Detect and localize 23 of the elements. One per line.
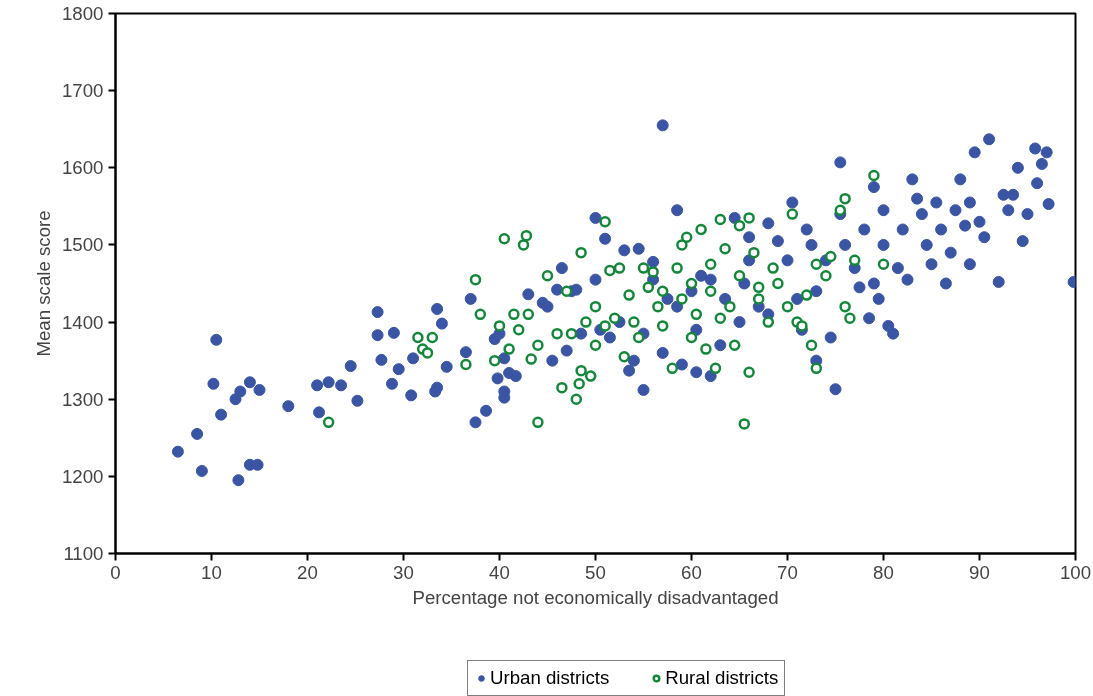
x-axis-title: Percentage not economically disadvantaged (412, 586, 779, 608)
y-axis-title: Mean scale score (33, 210, 54, 357)
y-tick-label: 1600 (62, 157, 104, 179)
x-tick-label: 30 (393, 561, 414, 583)
y-tick-label: 1200 (62, 465, 104, 487)
x-tick-label: 10 (201, 561, 222, 583)
y-tick-label: 1100 (63, 543, 104, 564)
x-tick-label: 0 (110, 561, 121, 583)
y-tick-label: 1300 (62, 388, 104, 410)
y-tick-label: 1800 (62, 3, 104, 24)
legend-label: Rural districts (665, 667, 779, 689)
x-tick-label: 100 (1059, 561, 1092, 583)
x-tick-label: 80 (873, 561, 894, 583)
x-tick-label: 70 (777, 561, 798, 583)
x-tick-label: 40 (489, 561, 510, 583)
y-tick-label: 1500 (62, 234, 104, 256)
x-tick-label: 20 (297, 561, 318, 583)
x-tick-label: 90 (969, 561, 990, 583)
y-tick-label: 1700 (62, 80, 104, 102)
y-tick-label: 1400 (62, 311, 104, 333)
legend-label: Urban districts (490, 667, 610, 689)
x-tick-label: 60 (681, 561, 702, 583)
x-tick-label: 50 (585, 561, 606, 583)
